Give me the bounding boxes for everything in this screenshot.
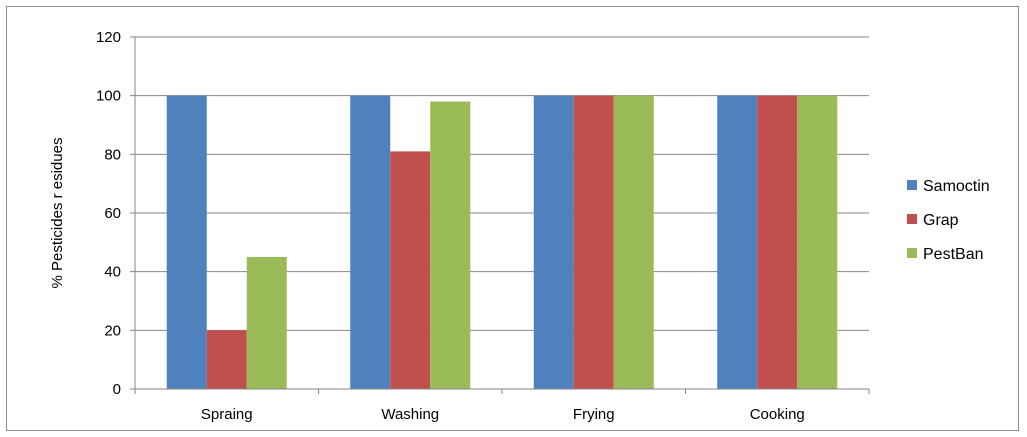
y-tick-label: 120 xyxy=(96,29,121,46)
legend-swatch-grap xyxy=(907,214,917,224)
legend-swatch-pestban xyxy=(907,248,917,258)
bar-grap-washing xyxy=(390,151,431,389)
bar-samoctin-spraing xyxy=(166,95,207,390)
bar-samoctin-frying xyxy=(533,95,574,390)
bar-samoctin-cooking xyxy=(717,95,758,390)
x-category-labels: Spraing Washing Frying Cooking xyxy=(201,406,805,423)
x-category-label: Spraing xyxy=(201,406,253,423)
bar-grap-frying xyxy=(573,95,614,390)
bar-grap-cooking xyxy=(757,95,798,390)
x-category-label: Cooking xyxy=(750,406,805,423)
legend-swatch-samoctin xyxy=(907,180,917,190)
bar-samoctin-washing xyxy=(350,95,391,390)
y-tick-label: 40 xyxy=(104,264,121,281)
legend-label-samoctin: Samoctin xyxy=(923,178,990,195)
x-category-label: Frying xyxy=(573,406,615,423)
y-tick-label: 0 xyxy=(113,381,121,398)
bars xyxy=(166,95,838,390)
y-tick-label: 60 xyxy=(104,205,121,222)
bar-pestban-spraing xyxy=(246,257,287,389)
bar-pestban-washing xyxy=(430,101,471,390)
legend-label-grap: Grap xyxy=(923,212,959,229)
legend-label-pestban: PestBan xyxy=(923,246,983,263)
bar-pestban-cooking xyxy=(797,95,838,390)
y-tick-label: 20 xyxy=(104,322,121,339)
y-tick-label: 100 xyxy=(96,88,121,105)
legend: Samoctin Grap PestBan xyxy=(907,178,990,263)
y-tick-label: 80 xyxy=(104,146,121,163)
bar-pestban-frying xyxy=(613,95,654,390)
bar-grap-spraing xyxy=(206,330,247,389)
x-category-label: Washing xyxy=(381,406,439,423)
y-axis-label: % Pesticides r esidues xyxy=(49,138,66,289)
y-tick-labels: 0 20 40 60 80 100 120 xyxy=(96,29,135,398)
